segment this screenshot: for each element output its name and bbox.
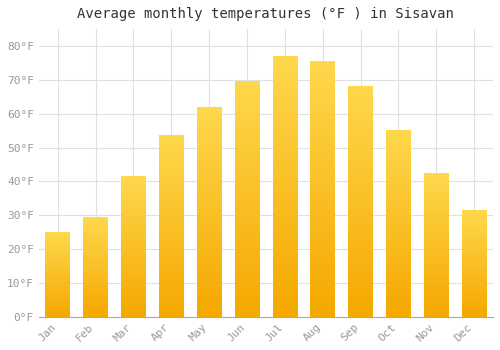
Title: Average monthly temperatures (°F ) in Sisavan: Average monthly temperatures (°F ) in Si… [78,7,454,21]
